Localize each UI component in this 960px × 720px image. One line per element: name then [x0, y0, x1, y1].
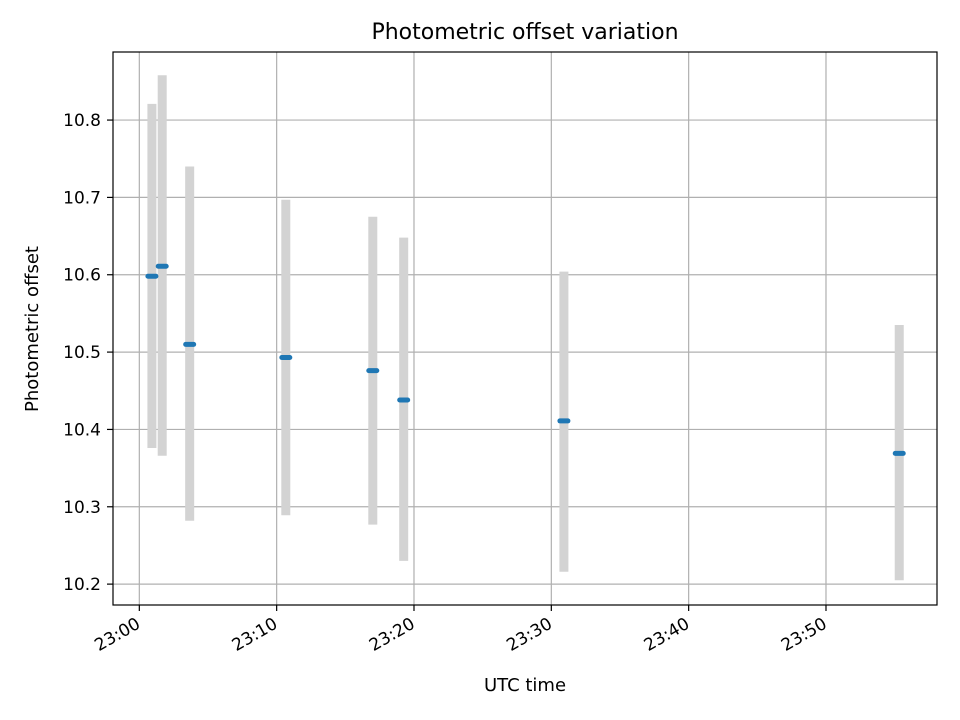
- y-tick-label: 10.7: [63, 188, 101, 208]
- x-tick-label: 23:20: [366, 614, 418, 656]
- x-tick-label: 23:50: [778, 614, 830, 656]
- y-axis-label: Photometric offset: [22, 246, 43, 412]
- y-tick-label: 10.5: [63, 343, 101, 363]
- y-tick-label: 10.4: [63, 420, 101, 440]
- x-tick-label: 23:40: [641, 614, 693, 656]
- x-tick-label: 23:30: [503, 614, 555, 656]
- x-tick-label: 23:10: [229, 614, 281, 656]
- gridlines: [113, 52, 937, 605]
- y-tick-label: 10.8: [63, 111, 101, 131]
- error-bars: [147, 75, 904, 581]
- y-tick-label: 10.2: [63, 575, 101, 595]
- plot-frame: [112, 51, 938, 606]
- chart-title: Photometric offset variation: [371, 20, 678, 45]
- y-tick-label: 10.3: [63, 498, 101, 518]
- data-points: [145, 263, 906, 456]
- x-tick-label: 23:00: [91, 614, 143, 656]
- x-axis-label: UTC time: [484, 675, 566, 696]
- y-tick-label: 10.6: [63, 266, 101, 286]
- y-axis-ticks: 10.2 10.3 10.4 10.5 10.6 10.7 10.8: [63, 111, 113, 595]
- x-axis-ticks: 23:00 23:10 23:20 23:30 23:40 23:50: [91, 605, 830, 656]
